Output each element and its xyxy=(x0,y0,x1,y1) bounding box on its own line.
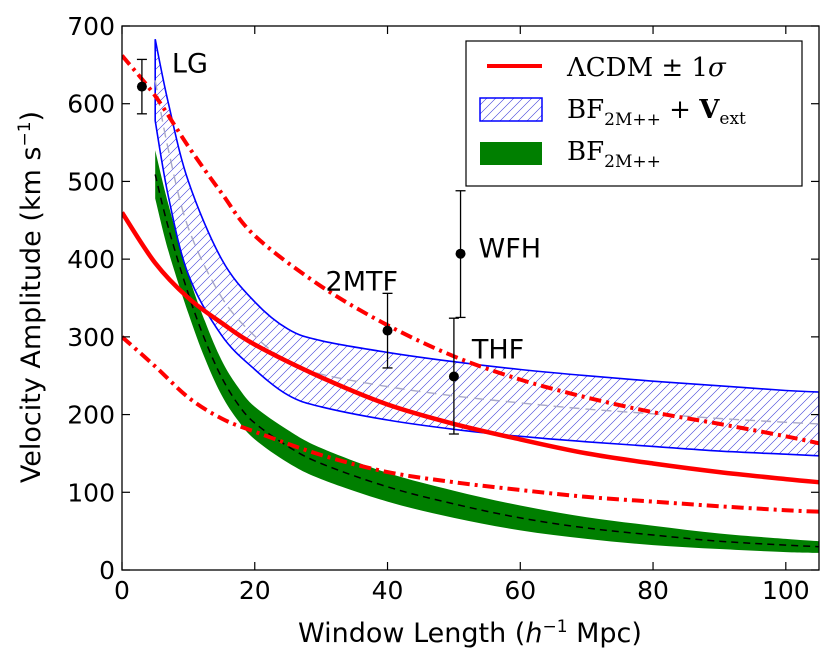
lcdm-upper-line xyxy=(122,54,819,446)
annotation-wfh: WFH xyxy=(479,234,542,265)
x-tick-label: 20 xyxy=(239,576,271,605)
point-2mtf xyxy=(382,325,393,336)
y-tick-label: 200 xyxy=(67,401,115,430)
x-tick-label: 0 xyxy=(114,576,130,605)
lcdm-mean-line xyxy=(122,211,819,485)
point-thf xyxy=(448,371,459,382)
x-tick-label: 80 xyxy=(637,576,669,605)
point-lg xyxy=(136,81,147,92)
bf2m-band xyxy=(155,150,819,553)
y-axis-label: Velocity Amplitude (km s−1) xyxy=(15,111,47,483)
y-tick-label: 500 xyxy=(67,167,115,196)
x-tick-label: 40 xyxy=(372,576,404,605)
points-layer: LG 2MTF WFH THF xyxy=(136,49,542,435)
annotation-thf: THF xyxy=(471,334,524,365)
y-tick-label: 0 xyxy=(99,556,115,585)
annotation-2mtf: 2MTF xyxy=(326,267,399,298)
point-wfh xyxy=(455,248,466,259)
lines-layer xyxy=(122,54,819,514)
x-axis-label: Window Length (h−1 Mpc) xyxy=(298,617,642,649)
legend: ΛCDM ± 1σ BF2M++ + Vext BF2M++ xyxy=(465,40,803,187)
x-tick-label: 100 xyxy=(762,576,810,605)
plot-frame xyxy=(121,25,820,571)
annotation-lg: LG xyxy=(172,49,208,80)
y-tick-label: 100 xyxy=(67,478,115,507)
x-tick-label: 60 xyxy=(504,576,536,605)
y-tick-label: 300 xyxy=(67,323,115,352)
legend-label-lcdm: ΛCDM ± 1σ xyxy=(566,53,727,83)
y-tick-label: 400 xyxy=(67,245,115,274)
ticks-layer: 0 20 40 60 80 100 0 100 200 300 400 500 600 700 xyxy=(67,12,819,605)
bf2m-vext-mean-line xyxy=(154,80,819,425)
bf2m-vext-band xyxy=(154,39,819,457)
bf2m-mean-line xyxy=(154,174,819,548)
bands-layer xyxy=(154,39,819,553)
y-tick-label: 700 xyxy=(67,12,115,41)
lcdm-lower-line xyxy=(122,335,819,514)
legend-swatch-bf-ext xyxy=(479,97,543,122)
legend-swatch-bf xyxy=(480,142,542,165)
y-tick-label: 600 xyxy=(67,90,115,119)
